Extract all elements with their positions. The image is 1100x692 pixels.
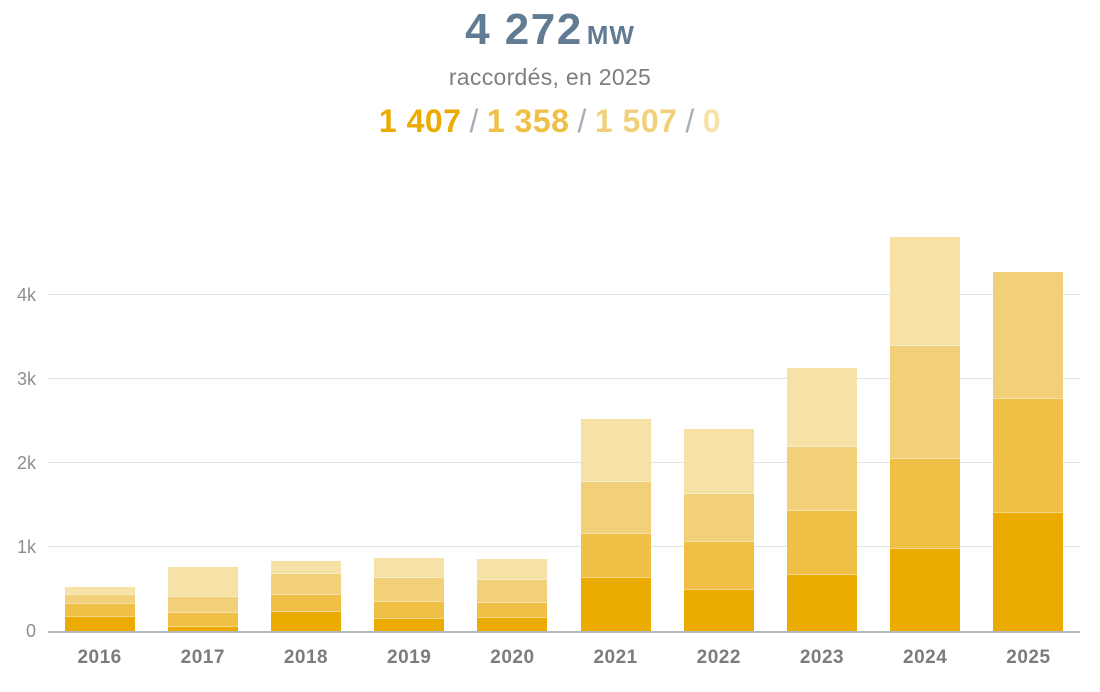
bar-2016-segment-3-light[interactable] bbox=[64, 594, 135, 605]
x-axis-label-2016: 2016 bbox=[77, 647, 122, 668]
bar-2016-segment-1-darkest[interactable] bbox=[64, 617, 135, 631]
x-axis-label-2024: 2024 bbox=[903, 647, 948, 668]
x-axis-label-2023: 2023 bbox=[799, 647, 845, 668]
page-title: 4 272 MW bbox=[0, 5, 1100, 54]
bar-2020[interactable] bbox=[477, 558, 548, 631]
bar-2017-segment-2-medium[interactable] bbox=[167, 612, 238, 627]
stacked-bar-chart: 0 1k 2k 3k 4k 2016 2017 2018 2019 2020 2021 2022 202… bbox=[17, 211, 1080, 667]
x-axis-label-2025: 2025 bbox=[1006, 647, 1051, 668]
x-axis-label-2022: 2022 bbox=[696, 647, 741, 668]
breakdown-values: 1 407/1 358/1 507/0 bbox=[0, 103, 1100, 140]
bar-2022-segment-1-darkest[interactable] bbox=[683, 589, 754, 631]
bar-2020-segment-3-light[interactable] bbox=[477, 579, 548, 604]
bar-2019-segment-2-medium[interactable] bbox=[374, 601, 445, 619]
bar-2018-segment-1-darkest[interactable] bbox=[271, 612, 341, 631]
bar-2022-segment-3-light[interactable] bbox=[683, 494, 754, 542]
bar-2022[interactable] bbox=[683, 429, 754, 631]
breakdown-separator: / bbox=[469, 103, 479, 140]
gridline-3k bbox=[48, 378, 1080, 379]
bar-2020-segment-4-lightest[interactable] bbox=[477, 558, 548, 580]
header: 4 272 MW raccordés, en 2025 1 407/1 358/1… bbox=[0, 5, 1100, 140]
gridline-1k bbox=[48, 546, 1080, 547]
bar-2025-segment-2-medium[interactable] bbox=[993, 398, 1064, 513]
bar-2024-segment-2-medium[interactable] bbox=[890, 458, 961, 549]
y-axis-tick-3k: 3k bbox=[16, 369, 36, 389]
bar-2021-segment-1-darkest[interactable] bbox=[580, 578, 651, 631]
y-axis-tick-4k: 4k bbox=[16, 285, 36, 305]
bar-2023-segment-4-lightest[interactable] bbox=[787, 368, 857, 448]
x-axis-label-2017: 2017 bbox=[180, 647, 225, 668]
bar-2024-segment-1-darkest[interactable] bbox=[890, 548, 961, 631]
bar-2024-segment-4-lightest[interactable] bbox=[890, 237, 961, 347]
bar-2025[interactable] bbox=[993, 272, 1064, 631]
breakdown-separator: / bbox=[577, 103, 587, 140]
bar-2020-segment-1-darkest[interactable] bbox=[477, 617, 548, 631]
bar-2025-segment-1-darkest[interactable] bbox=[993, 512, 1064, 631]
bar-2021[interactable] bbox=[580, 418, 651, 631]
bar-2024-segment-3-light[interactable] bbox=[890, 346, 961, 459]
breakdown-separator: / bbox=[685, 103, 695, 140]
bar-2024[interactable] bbox=[890, 237, 961, 631]
bar-2018-segment-2-medium[interactable] bbox=[271, 594, 341, 613]
bar-2019[interactable] bbox=[374, 557, 445, 631]
x-axis-label-2019: 2019 bbox=[387, 647, 432, 668]
subtitle: raccordés, en 2025 bbox=[448, 64, 652, 91]
x-axis-label-2020: 2020 bbox=[490, 647, 535, 668]
bar-2017-segment-1-darkest[interactable] bbox=[167, 626, 238, 631]
bar-2021-segment-3-light[interactable] bbox=[580, 482, 651, 534]
bar-2019-segment-3-light[interactable] bbox=[374, 578, 445, 602]
gridline-4k bbox=[48, 294, 1080, 295]
x-axis-label-2021: 2021 bbox=[593, 647, 638, 668]
y-axis-tick-1k: 1k bbox=[16, 537, 36, 557]
bar-2022-segment-2-medium[interactable] bbox=[683, 541, 754, 590]
bar-2020-segment-2-medium[interactable] bbox=[477, 603, 548, 618]
bar-2018-segment-3-light[interactable] bbox=[271, 573, 341, 595]
bar-2019-segment-1-darkest[interactable] bbox=[374, 618, 445, 631]
x-axis-label-2018: 2018 bbox=[283, 647, 329, 668]
bar-2023-segment-2-medium[interactable] bbox=[787, 511, 857, 575]
y-axis-tick-2k: 2k bbox=[16, 453, 36, 473]
x-axis-line bbox=[48, 631, 1080, 633]
bar-2017-segment-3-light[interactable] bbox=[167, 596, 238, 613]
bar-2023-segment-1-darkest[interactable] bbox=[787, 574, 857, 631]
breakdown-value-1: 1 407 bbox=[378, 103, 462, 140]
breakdown-value-3: 1 507 bbox=[594, 103, 678, 140]
bar-2025-segment-3-light[interactable] bbox=[993, 272, 1064, 399]
bar-2016-segment-2-medium[interactable] bbox=[64, 604, 135, 618]
breakdown-value-4: 0 bbox=[702, 103, 722, 140]
y-axis-tick-0: 0 bbox=[25, 621, 36, 641]
bar-2017-segment-4-lightest[interactable] bbox=[167, 567, 238, 597]
bar-2022-segment-4-lightest[interactable] bbox=[683, 429, 754, 495]
bar-2017[interactable] bbox=[167, 567, 238, 631]
bar-2016[interactable] bbox=[64, 586, 135, 631]
bar-2019-segment-4-lightest[interactable] bbox=[374, 557, 445, 579]
bar-2018-segment-4-lightest[interactable] bbox=[271, 560, 341, 574]
bar-2021-segment-4-lightest[interactable] bbox=[580, 418, 651, 483]
gridline-2k bbox=[48, 462, 1080, 463]
total-unit: MW bbox=[586, 20, 635, 50]
breakdown-value-2: 1 358 bbox=[486, 103, 570, 140]
bar-2021-segment-2-medium[interactable] bbox=[580, 533, 651, 579]
total-value: 4 272 bbox=[465, 5, 583, 54]
bar-2018[interactable] bbox=[271, 560, 341, 631]
bar-2023[interactable] bbox=[787, 368, 857, 631]
bar-2016-segment-4-lightest[interactable] bbox=[64, 586, 135, 595]
bar-2023-segment-3-light[interactable] bbox=[787, 447, 857, 512]
